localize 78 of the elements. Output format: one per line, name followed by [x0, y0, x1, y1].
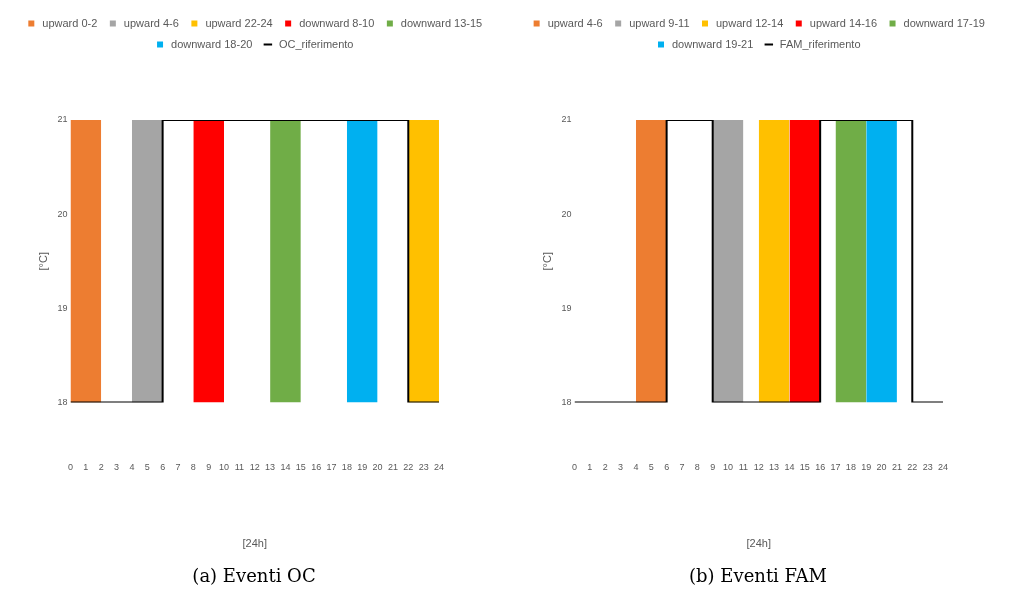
x-tick-label: 1 — [83, 462, 89, 473]
x-tick-label: 20 — [372, 462, 383, 473]
legend-label: downward 19-21 — [671, 37, 754, 50]
x-tick-label: 16 — [815, 462, 826, 473]
x-tick-label: 6 — [160, 462, 166, 473]
x-tick-label: 7 — [679, 462, 685, 473]
x-tick-label: 2 — [602, 462, 608, 473]
x-tick-label: 12 — [753, 462, 764, 473]
y-tick-label: 20 — [57, 208, 68, 219]
x-tick-label: 13 — [769, 462, 780, 473]
legend-label: upward 0-2 — [42, 16, 98, 29]
y-axis-title: [°C] — [36, 251, 49, 271]
x-tick-label: 21 — [387, 462, 398, 473]
y-tick-label: 20 — [561, 208, 572, 219]
legend-label: upward 9-11 — [629, 16, 690, 29]
y-tick-label: 18 — [561, 396, 572, 407]
x-tick-label: 15 — [799, 462, 810, 473]
x-tick-label: 0 — [67, 462, 74, 473]
legend-label: FAM_riferimento — [779, 37, 861, 50]
y-tick-label: 21 — [57, 114, 68, 125]
x-tick-label: 4 — [633, 462, 639, 473]
legend-label: upward 4-6 — [547, 16, 603, 29]
legend-label: downward 18-20 — [171, 37, 253, 50]
x-tick-label: 23 — [418, 462, 429, 473]
x-axis-title: [24h] — [746, 536, 771, 549]
legend-label: upward 4-6 — [123, 16, 179, 29]
y-tick-label: 21 — [561, 114, 572, 125]
x-tick-label: 24 — [937, 462, 948, 473]
legend-label: downward 8-10 — [299, 16, 375, 29]
legend-label: upward 12-14 — [716, 16, 784, 29]
x-tick-label: 11 — [738, 462, 749, 473]
x-tick-label: 16 — [311, 462, 322, 473]
x-tick-label: 10 — [723, 462, 734, 473]
x-tick-label: 17 — [326, 462, 337, 473]
x-tick-label: 11 — [234, 462, 245, 473]
x-tick-label: 10 — [219, 462, 230, 473]
x-tick-label: 15 — [295, 462, 306, 473]
legend-label: downward 17-19 — [903, 16, 985, 29]
x-tick-label: 12 — [249, 462, 260, 473]
y-tick-label: 19 — [561, 302, 572, 313]
x-tick-label: 4 — [129, 462, 135, 473]
x-tick-label: 23 — [922, 462, 933, 473]
y-tick-label: 19 — [57, 302, 68, 313]
legend-label: upward 22-24 — [205, 16, 273, 29]
x-tick-label: 5 — [144, 462, 150, 473]
x-tick-label: 22 — [403, 462, 414, 473]
x-tick-label: 3 — [618, 462, 624, 473]
legend-label: upward 14-16 — [809, 16, 878, 29]
x-tick-label: 18 — [845, 462, 856, 473]
x-tick-label: 19 — [357, 462, 368, 473]
y-tick-label: 18 — [57, 396, 68, 407]
x-axis-title: [24h] — [242, 536, 267, 549]
x-tick-label: 19 — [861, 462, 872, 473]
x-tick-label: 13 — [265, 462, 276, 473]
x-tick-label: 7 — [175, 462, 181, 473]
legend-label: downward 13-15 — [400, 16, 483, 29]
x-tick-label: 2 — [98, 462, 104, 473]
x-tick-label: 5 — [648, 462, 654, 473]
x-tick-label: 3 — [114, 462, 120, 473]
x-tick-label: 21 — [891, 462, 902, 473]
x-tick-label: 8 — [190, 462, 196, 473]
x-tick-label: 22 — [907, 462, 918, 473]
x-tick-label: 1 — [587, 462, 593, 473]
text: (b) Eventi FAM — [689, 564, 827, 586]
x-tick-label: 9 — [206, 462, 212, 473]
x-tick-label: 6 — [664, 462, 670, 473]
x-tick-label: 9 — [710, 462, 716, 473]
x-tick-label: 8 — [694, 462, 700, 473]
legend-label: OC_riferimento — [278, 37, 354, 50]
x-tick-label: 0 — [571, 462, 578, 473]
x-tick-label: 24 — [433, 462, 444, 473]
x-tick-label: 20 — [876, 462, 887, 473]
y-axis-title: [°C] — [540, 251, 553, 271]
x-tick-label: 18 — [341, 462, 352, 473]
x-tick-label: 14 — [784, 462, 795, 473]
text: (a) Eventi OC — [192, 564, 316, 586]
x-tick-label: 14 — [280, 462, 291, 473]
x-tick-label: 17 — [830, 462, 841, 473]
